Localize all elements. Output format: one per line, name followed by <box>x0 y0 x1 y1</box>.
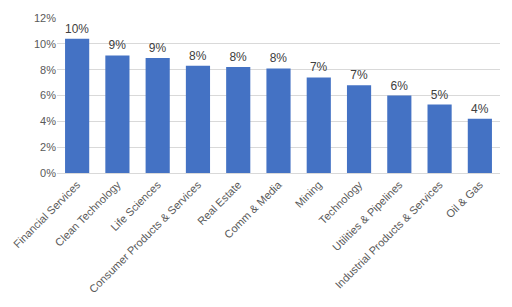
svg-text:0%: 0% <box>40 167 56 179</box>
svg-text:2%: 2% <box>40 141 56 153</box>
svg-text:5%: 5% <box>431 88 449 102</box>
svg-text:9%: 9% <box>149 41 167 55</box>
svg-text:7%: 7% <box>350 68 368 82</box>
svg-text:8%: 8% <box>229 50 247 64</box>
svg-text:Life Sciences: Life Sciences <box>108 178 163 233</box>
svg-text:Industrial Products & Services: Industrial Products & Services <box>333 178 446 291</box>
svg-text:4%: 4% <box>40 115 56 127</box>
svg-text:Consumer Products & Services: Consumer Products & Services <box>87 178 204 295</box>
svg-text:7%: 7% <box>310 60 328 74</box>
svg-text:Utilities & Pipelines: Utilities & Pipelines <box>330 178 405 253</box>
svg-text:10%: 10% <box>34 38 56 50</box>
svg-text:Clean Technology: Clean Technology <box>53 178 124 249</box>
svg-text:8%: 8% <box>270 51 288 65</box>
svg-text:Mining: Mining <box>293 179 324 210</box>
svg-text:Oil & Gas: Oil & Gas <box>443 178 485 220</box>
svg-text:9%: 9% <box>109 38 127 52</box>
svg-text:Comm & Media: Comm & Media <box>222 178 285 241</box>
svg-text:Financial Services: Financial Services <box>11 178 83 250</box>
svg-text:Technology: Technology <box>317 178 365 226</box>
svg-text:8%: 8% <box>189 49 207 63</box>
svg-text:10%: 10% <box>65 22 89 36</box>
svg-text:6%: 6% <box>390 79 408 93</box>
svg-text:12%: 12% <box>34 12 56 24</box>
svg-text:4%: 4% <box>471 102 489 116</box>
svg-text:Real Estate: Real Estate <box>195 179 244 228</box>
svg-text:6%: 6% <box>40 89 56 101</box>
svg-text:8%: 8% <box>40 64 56 76</box>
